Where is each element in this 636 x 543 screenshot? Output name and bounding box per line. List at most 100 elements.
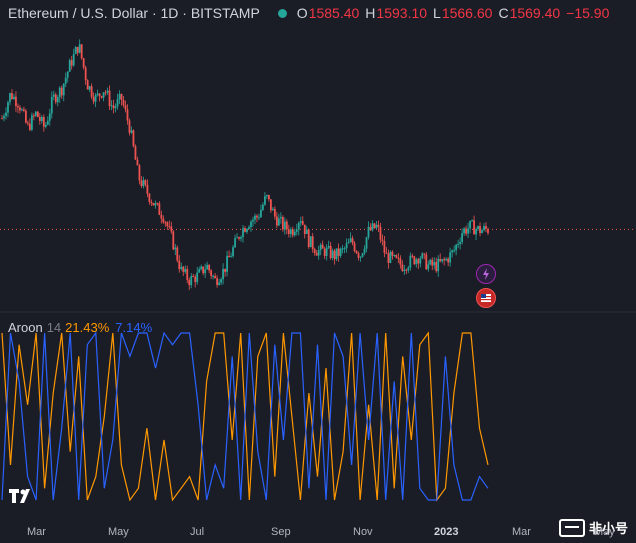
candle-body [309, 236, 312, 248]
candle-body [112, 105, 115, 109]
lightning-icon[interactable] [476, 264, 496, 284]
candle-body [140, 180, 143, 187]
candle-body [9, 93, 11, 103]
candle-body [226, 255, 228, 272]
watermark-text: 非小号 [588, 521, 628, 536]
candle-body [50, 96, 53, 114]
candle-body [162, 218, 165, 223]
candle-body [395, 255, 398, 258]
candle-body [19, 107, 21, 111]
candle-body [218, 282, 221, 285]
candle-body [429, 259, 432, 265]
candle-body [303, 224, 306, 235]
candle-body [176, 247, 179, 261]
candle-body [30, 115, 33, 130]
candle-body [321, 244, 324, 249]
candle-body [367, 226, 370, 238]
candle-body [451, 250, 454, 253]
candle-body [80, 44, 83, 59]
candle-body [441, 259, 444, 262]
candle-body [34, 111, 37, 116]
candle-body [421, 253, 424, 259]
candle-body [311, 236, 314, 250]
candle-body [58, 87, 61, 98]
candle-body [196, 272, 199, 283]
candle-body [379, 226, 382, 240]
candle-body [146, 184, 149, 194]
candle-body [160, 214, 163, 219]
x-tick-label: Jul [190, 526, 205, 538]
candle-body [184, 269, 187, 272]
candle-body [74, 47, 77, 54]
candle-body [260, 209, 262, 218]
candle-body [433, 261, 436, 266]
candle-body [455, 244, 458, 251]
candle-body [417, 259, 420, 264]
x-tick-label: Sep [271, 526, 291, 538]
candle-body [3, 116, 5, 119]
candle-body [17, 106, 19, 108]
candle-body [134, 146, 137, 160]
chart-header: Ethereum / U.S. Dollar · 1D · BITSTAMP O… [8, 5, 615, 21]
candle-body [277, 218, 280, 226]
candle-body [21, 109, 23, 111]
candle-body [285, 221, 288, 230]
tradingview-logo-icon[interactable] [8, 487, 38, 507]
candle-body [262, 204, 264, 210]
candle-body [62, 83, 65, 96]
candle-body [88, 86, 91, 90]
candle-body [445, 258, 448, 261]
candle-body [383, 241, 386, 253]
candle-body [363, 248, 366, 254]
candle-body [268, 195, 270, 200]
candle-body [108, 90, 111, 107]
candle-body [98, 93, 101, 97]
candle-body [100, 96, 103, 98]
candle-body [437, 258, 440, 272]
candle-body [228, 255, 230, 258]
candle-body [347, 241, 350, 244]
x-tick-label: 2023 [434, 526, 459, 538]
logo-box-icon [558, 518, 585, 537]
candle-body [413, 256, 416, 265]
x-tick-label: May [594, 526, 615, 538]
open-key: O [296, 5, 308, 21]
symbol-title[interactable]: Ethereum / U.S. Dollar · 1D · BITSTAMP [8, 5, 260, 21]
candle-body [76, 47, 79, 53]
candle-body [351, 238, 354, 244]
candle-body [236, 237, 238, 239]
indicator-name: Aroon [8, 320, 43, 335]
indicator-legend[interactable]: Aroon 14 21.43% 7.14% [8, 320, 152, 335]
candle-body [264, 196, 266, 205]
candle-body [144, 180, 147, 185]
candle-body [373, 223, 376, 229]
candle-body [13, 96, 15, 99]
candle-body [469, 220, 471, 229]
candle-body [258, 217, 260, 219]
us-flag-icon[interactable] [476, 288, 496, 308]
candle-body [72, 53, 75, 66]
candle-body [38, 117, 41, 122]
candle-body [52, 94, 55, 97]
candle-body [68, 60, 71, 72]
candle-body [273, 208, 276, 217]
x-tick-label: May [108, 526, 129, 538]
aroon-down-value: 7.14% [115, 320, 153, 335]
candle-body [289, 229, 292, 234]
candle-body [250, 221, 252, 228]
low-value: 1566.60 [441, 5, 493, 21]
candle-body [180, 266, 183, 270]
candle-body [477, 226, 479, 230]
candle-body [210, 270, 213, 277]
candle-body [124, 105, 127, 110]
candle-body [11, 93, 13, 99]
candle-body [120, 93, 123, 100]
market-status-dot [277, 8, 287, 18]
candle-body [457, 243, 460, 245]
candle-body [266, 195, 268, 197]
candle-body [299, 221, 302, 223]
candle-body [42, 116, 45, 127]
candle-body [419, 258, 422, 264]
candle-body [182, 266, 185, 272]
